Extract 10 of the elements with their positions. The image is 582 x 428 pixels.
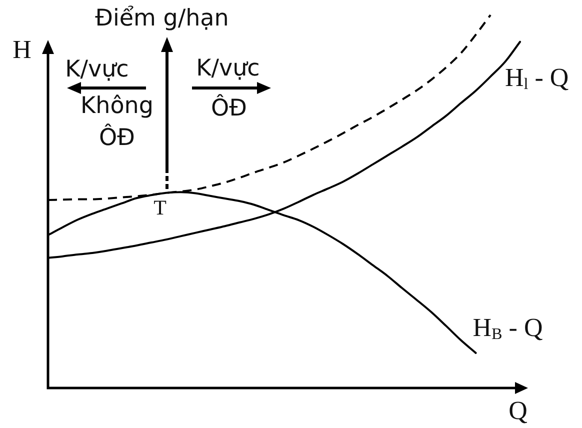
y-axis-title: H <box>12 35 32 64</box>
annotation: T <box>154 196 166 220</box>
series-label: H$_{l}$ - Q <box>505 62 569 94</box>
x-axis-title: Q <box>508 396 528 425</box>
annotation: Điểm g/hạn <box>95 6 229 32</box>
series-label: H$_{B}$ - Q <box>472 312 543 344</box>
annotation: K/vực <box>196 56 260 82</box>
annotation: K/vực <box>65 56 129 82</box>
annotation: Không ÔĐ <box>80 92 154 153</box>
annotation: ÔĐ <box>211 96 247 122</box>
